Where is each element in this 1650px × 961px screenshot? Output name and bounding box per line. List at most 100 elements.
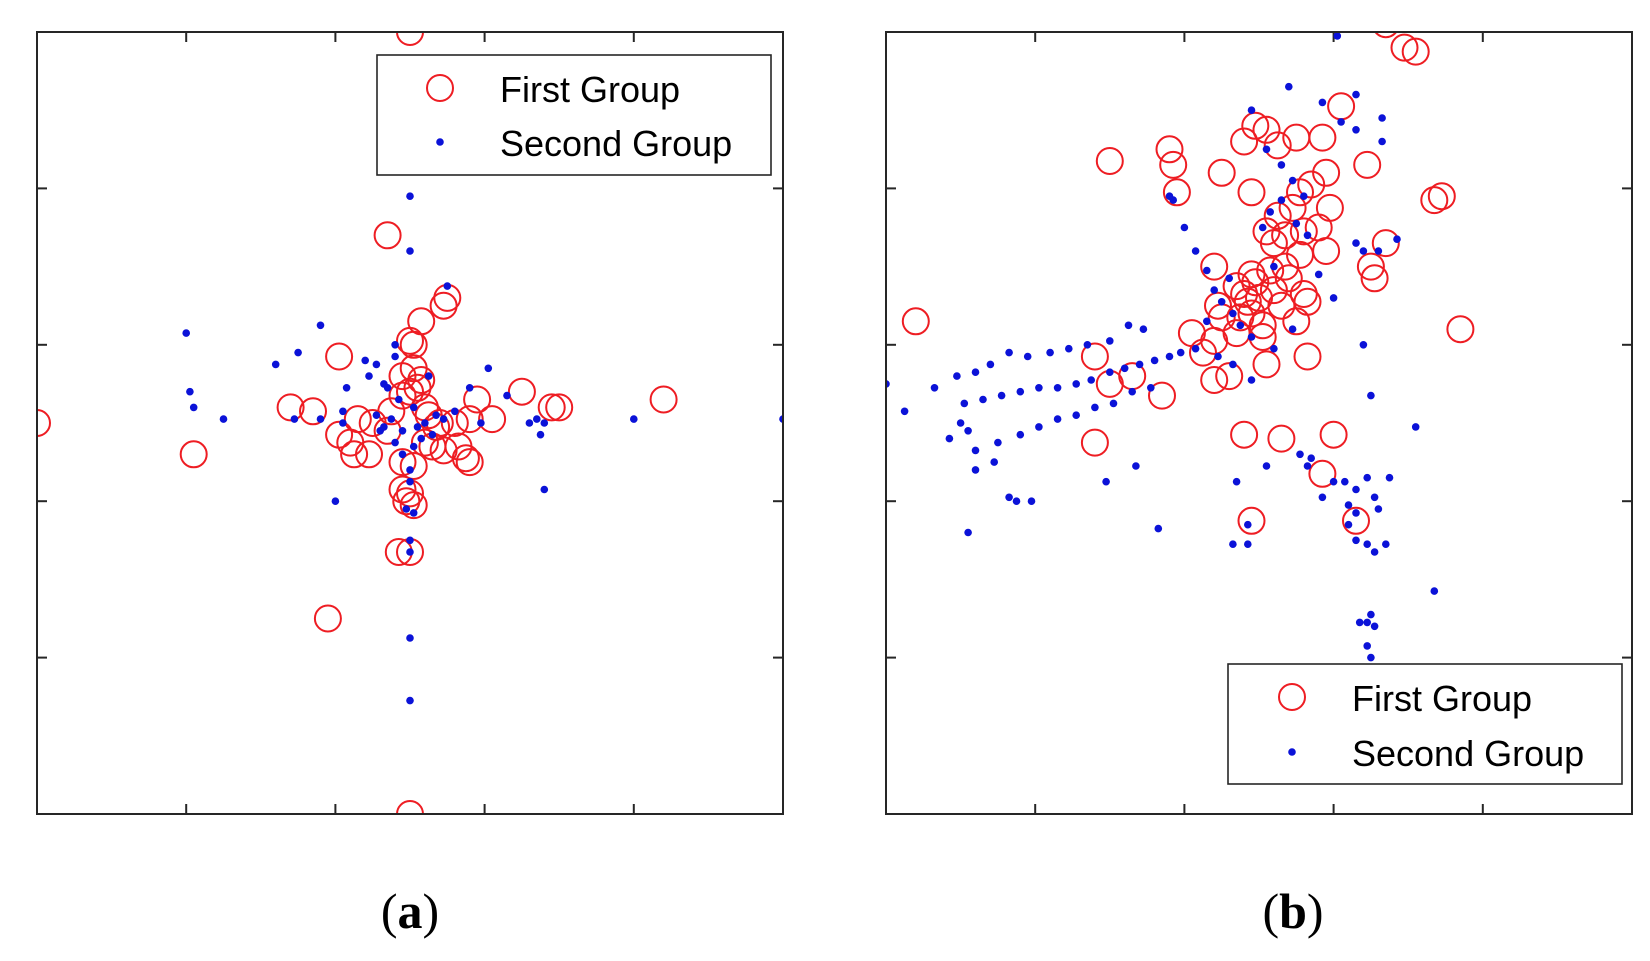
panel-b-second-group-point (956, 419, 965, 427)
panel-b-second-group-point (1341, 477, 1349, 486)
panel-a-second-group-point (398, 427, 407, 435)
panel-b-first-group-point (1353, 150, 1382, 179)
panel-b-first-group-point (1256, 256, 1285, 285)
panel-b-first-group-point (1356, 252, 1385, 281)
panel-a-second-group-point (271, 360, 280, 369)
panel-b-first-group-point (1267, 291, 1296, 320)
panel-a-second-group-point (428, 430, 437, 439)
panel-b-second-group-point (1132, 462, 1140, 470)
panel-b-second-group-point (960, 399, 969, 408)
panel-a-second-group-point (342, 384, 351, 392)
panel-a-second-group-point (417, 434, 426, 443)
panel-a-first-group-point (399, 330, 428, 359)
panel-a-second-group-point (503, 391, 511, 400)
panel-b-first-group-point (1390, 33, 1419, 62)
panel-b-second-group-point (1329, 477, 1338, 486)
panel-a-second-group-point (361, 356, 370, 365)
panel-b-first-group-point (1241, 111, 1270, 140)
panel-b-marks (886, 0, 1475, 662)
panel-b-label-letter: b (1279, 883, 1307, 939)
scatter-panel-b: First Group Second Group (b) (885, 0, 1633, 939)
panel-b-second-group-point (971, 466, 980, 474)
panel-b-second-group-point (1352, 239, 1360, 247)
panel-b-second-group-point (930, 384, 939, 392)
panel-a-second-group-point (540, 485, 549, 494)
panel-b-second-group-point (1109, 399, 1118, 408)
panel-b-second-group-point (971, 368, 980, 377)
panel-b-label: (b) (1262, 883, 1323, 939)
panel-a-second-group-point (533, 415, 541, 423)
panel-a-legend-second-marker (436, 138, 444, 146)
panel-b-second-group-point (1367, 653, 1375, 662)
panel-a-label: (a) (381, 883, 439, 939)
panel-b-second-group-point (1393, 235, 1401, 243)
panel-b-second-group-point (1087, 376, 1095, 384)
panel-b-second-group-point (1053, 415, 1062, 423)
panel-a-first-group-point (463, 385, 492, 414)
panel-a-first-group-point (340, 440, 369, 469)
panel-b-second-group-point (964, 427, 972, 435)
panel-b-second-group-point (1154, 524, 1163, 533)
panel-b-second-group-point (1363, 473, 1371, 482)
panel-b-second-group-point (1065, 344, 1073, 353)
panel-b-first-group-point (1420, 186, 1449, 215)
panel-a-second-group-point (387, 415, 396, 423)
panel-a-first-group-point (313, 604, 342, 633)
panel-b-second-group-point (1307, 454, 1315, 463)
panel-b-first-group-point (1252, 115, 1281, 144)
panel-b-second-group-point (1124, 321, 1133, 330)
panel-a-second-group-point (391, 438, 399, 447)
panel-b-second-group-point (1300, 192, 1308, 200)
panel-a-second-group-point (182, 329, 190, 337)
panel-b-first-group-point (1212, 0, 1238, 2)
panel-b-second-group-point (990, 458, 998, 466)
panel-a-second-group-point (406, 548, 414, 556)
panel-b-second-group-point (1106, 368, 1114, 377)
panel-a-label-close: ) (423, 883, 440, 939)
panel-a-label-letter: a (398, 883, 423, 939)
panel-b-first-group-point (1315, 193, 1344, 222)
panel-b-second-group-point (1363, 618, 1371, 627)
panel-b-first-group-point (1293, 342, 1322, 371)
panel-b-second-group-point (1303, 231, 1312, 240)
panel-a-first-group-point (396, 800, 424, 814)
panel-b-first-group-point (1222, 272, 1251, 301)
panel-a-second-group-point (439, 415, 448, 423)
panel-b-second-group-point (1352, 126, 1360, 134)
scatter-panel-a: First Group Second Group (a) (36, 31, 784, 939)
panel-a-first-group-point (377, 397, 406, 426)
panel-a-first-group-point (388, 381, 417, 410)
panel-b-second-group-point (1277, 161, 1286, 169)
panel-b-second-group-point (1333, 32, 1342, 40)
panel-a-second-group-point (294, 348, 302, 357)
panel-b-first-group-point (1204, 291, 1232, 320)
panel-a-first-group-point (649, 385, 678, 414)
panel-b-second-group-point (1012, 497, 1021, 506)
panel-a-first-group-point (299, 397, 327, 426)
panel-b-second-group-point (1027, 497, 1036, 506)
panel-b-second-group-point (1374, 505, 1383, 513)
panel-a-second-group-point (391, 352, 399, 361)
panel-b-second-group-point (1363, 642, 1371, 650)
panel-b-first-group-point (1207, 158, 1236, 187)
panel-b-second-group-point (1296, 450, 1304, 459)
panel-b-first-group-point (1252, 350, 1281, 379)
panel-a-second-group-point (406, 466, 414, 474)
panel-b-label-open: ( (1262, 883, 1279, 939)
panel-b-second-group-point (1355, 618, 1364, 627)
panel-b-second-group-point (1258, 223, 1267, 232)
panel-b-second-group-point (1352, 485, 1360, 494)
panel-b-second-group-point (979, 395, 987, 404)
panel-a-second-group-point (540, 419, 549, 427)
panel-a-first-group-point (396, 377, 424, 406)
panel-b-second-group-point (1035, 384, 1043, 392)
panel-b-first-group-point (1297, 170, 1326, 199)
panel-a-marks (37, 32, 783, 814)
panel-b-first-group-point (1215, 362, 1244, 391)
panel-a-second-group-point (186, 387, 194, 396)
panel-b-second-group-point (1378, 114, 1386, 122)
panel-a-second-group-point (316, 321, 325, 330)
panel-b-second-group-point (1344, 520, 1353, 529)
panel-b-legend-second-label: Second Group (1352, 733, 1584, 774)
